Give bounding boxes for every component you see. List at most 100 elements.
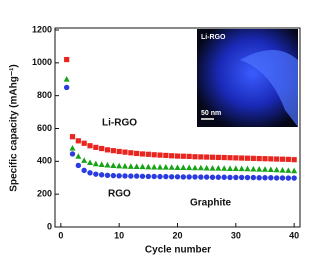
marker <box>216 155 221 160</box>
x-tick-label: 40 <box>289 230 299 240</box>
marker <box>239 155 244 160</box>
marker <box>280 175 285 180</box>
marker <box>268 166 274 172</box>
marker <box>105 147 110 152</box>
y-axis-label: Specific capacity (mAhg⁻¹) <box>9 64 20 192</box>
marker <box>64 85 69 90</box>
marker <box>122 163 128 169</box>
marker <box>140 174 145 179</box>
marker <box>222 155 227 160</box>
marker <box>198 165 204 171</box>
inset: Li-RGO 50 nm <box>197 29 298 127</box>
marker <box>187 154 192 159</box>
marker <box>292 157 297 162</box>
marker <box>128 163 134 169</box>
marker <box>181 154 186 159</box>
marker <box>245 175 250 180</box>
inset-scale: 50 nm <box>201 110 221 117</box>
marker <box>134 151 139 156</box>
marker <box>76 163 81 168</box>
marker <box>152 152 157 157</box>
marker <box>76 138 81 143</box>
marker <box>204 154 209 159</box>
marker <box>105 173 110 178</box>
x-tick-label: 30 <box>231 230 241 240</box>
marker <box>262 166 268 172</box>
marker <box>117 149 122 154</box>
marker <box>274 175 279 180</box>
marker <box>285 167 291 173</box>
marker <box>181 174 186 179</box>
marker <box>198 174 203 179</box>
marker <box>175 153 180 158</box>
y-tick-label: 1000 <box>32 57 52 67</box>
marker <box>64 76 70 82</box>
marker <box>280 167 286 173</box>
x-tick-label: 20 <box>172 230 182 240</box>
marker <box>111 148 116 153</box>
y-tick-label: 800 <box>37 90 52 100</box>
marker <box>157 152 162 157</box>
marker <box>262 156 267 161</box>
marker <box>210 175 215 180</box>
marker <box>210 155 215 160</box>
y-tick-label: 0 <box>47 221 52 231</box>
marker <box>215 165 221 171</box>
marker <box>233 175 238 180</box>
marker <box>239 166 245 172</box>
marker <box>274 156 279 161</box>
marker <box>122 150 127 155</box>
marker <box>87 170 92 175</box>
marker <box>70 151 75 156</box>
marker <box>87 143 92 148</box>
y-tick-label: 1200 <box>32 24 52 34</box>
marker <box>286 175 291 180</box>
marker <box>221 165 227 171</box>
series-annotation: RGO <box>108 189 131 200</box>
marker <box>81 168 86 173</box>
marker <box>81 157 87 163</box>
marker <box>99 146 104 151</box>
marker <box>169 164 175 170</box>
marker <box>233 155 238 160</box>
marker <box>111 173 116 178</box>
marker <box>93 161 99 167</box>
marker <box>99 161 105 167</box>
marker <box>163 174 168 179</box>
marker <box>122 173 127 178</box>
marker <box>128 173 133 178</box>
marker <box>291 168 297 174</box>
marker <box>169 153 174 158</box>
marker <box>192 174 197 179</box>
marker <box>250 166 256 172</box>
marker <box>262 175 267 180</box>
marker <box>128 150 133 155</box>
marker <box>186 165 192 171</box>
marker <box>116 163 122 169</box>
marker <box>70 134 75 139</box>
marker <box>146 174 151 179</box>
marker <box>256 166 262 172</box>
marker <box>93 145 98 150</box>
marker <box>239 175 244 180</box>
marker <box>216 175 221 180</box>
marker <box>227 175 232 180</box>
marker <box>256 175 261 180</box>
x-tick-label: 10 <box>114 230 124 240</box>
marker <box>192 165 198 171</box>
marker <box>175 174 180 179</box>
marker <box>210 165 216 171</box>
marker <box>251 175 256 180</box>
y-tick-label: 600 <box>37 123 52 133</box>
marker <box>268 156 273 161</box>
marker <box>105 162 111 168</box>
marker <box>70 145 76 151</box>
marker <box>134 163 140 169</box>
marker <box>151 164 157 170</box>
marker <box>245 156 250 161</box>
marker <box>99 172 104 177</box>
y-tick-label: 200 <box>37 189 52 199</box>
marker <box>146 152 151 157</box>
marker <box>198 154 203 159</box>
marker <box>204 165 210 171</box>
